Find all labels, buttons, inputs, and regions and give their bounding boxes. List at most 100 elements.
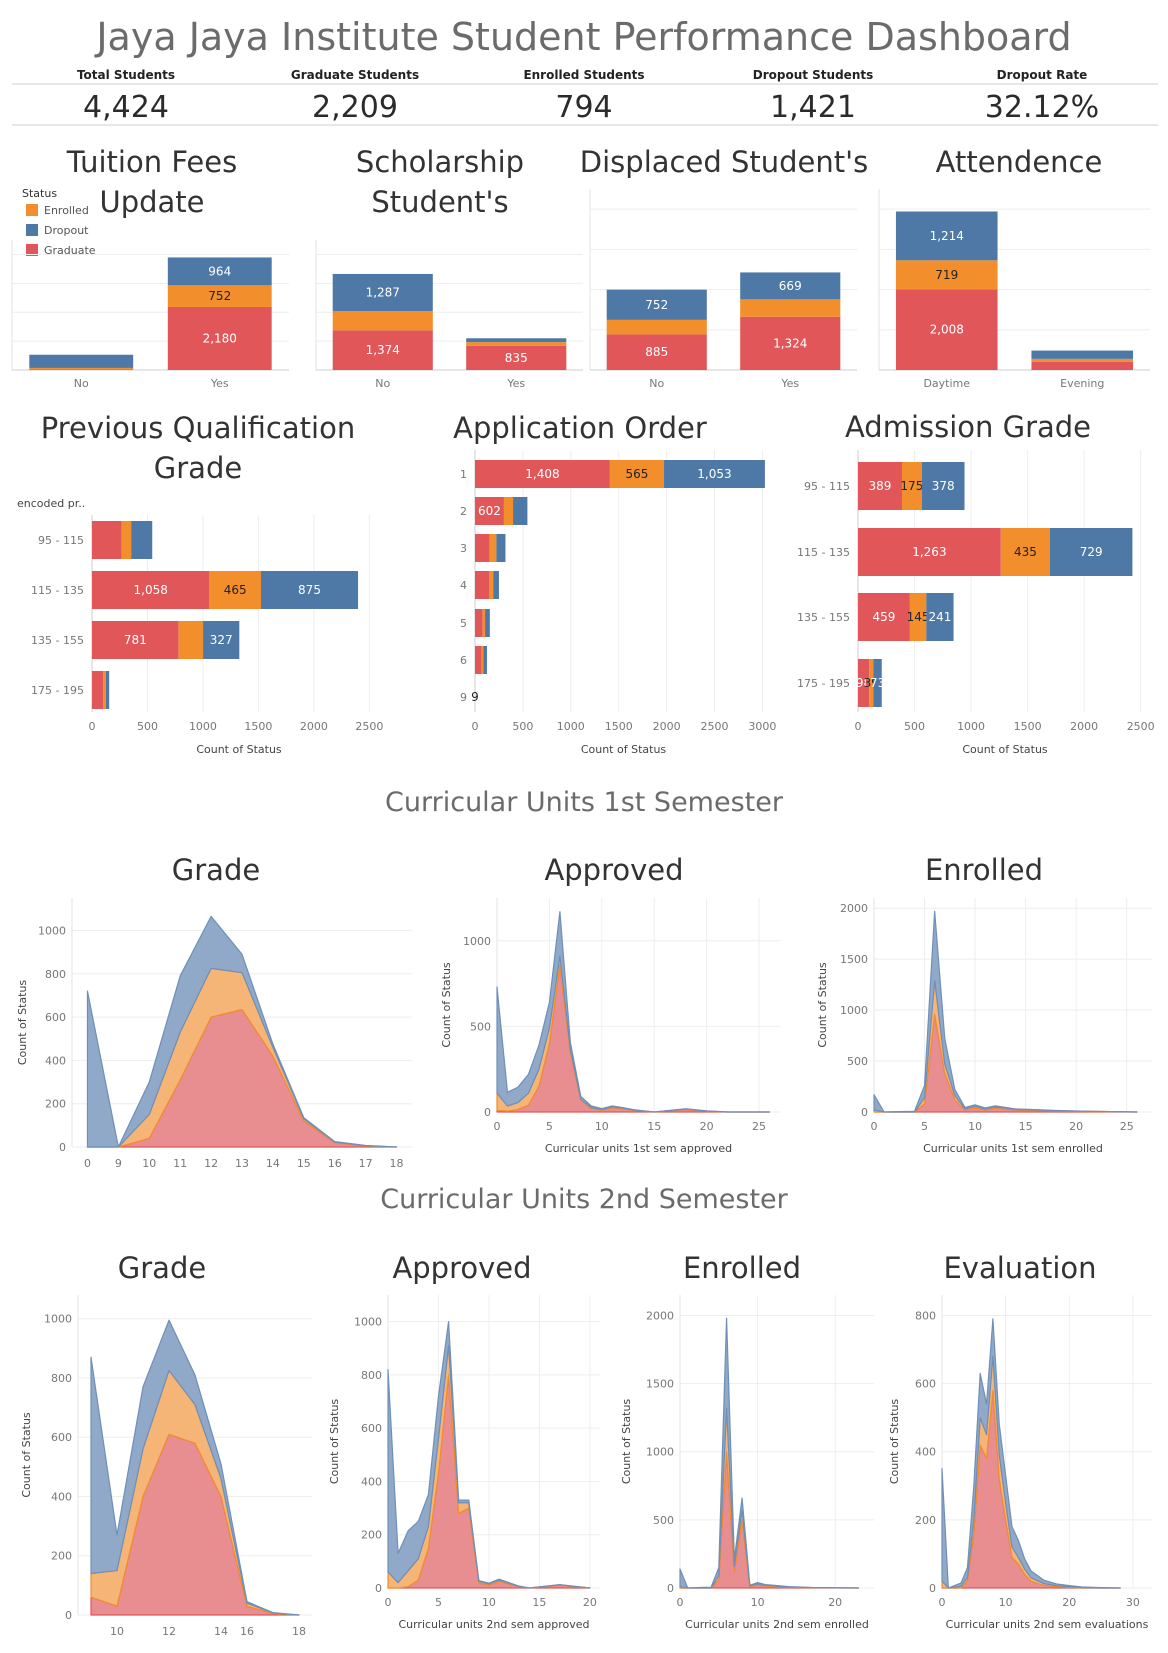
tick-label: 200 bbox=[915, 1514, 936, 1527]
tick-label: 15 bbox=[1019, 1120, 1033, 1133]
tick-label: 1000 bbox=[38, 924, 66, 937]
bar-label: 1,058 bbox=[134, 583, 168, 597]
bar-segment bbox=[493, 571, 499, 599]
area-dropout bbox=[86, 915, 398, 1148]
axis-title: Curricular units 2nd sem approved bbox=[398, 1618, 589, 1631]
bar-segment bbox=[858, 659, 870, 707]
area-enrolled bbox=[873, 979, 1138, 1113]
area-dropout bbox=[387, 1321, 591, 1589]
tick-label: 0 bbox=[861, 1106, 868, 1119]
tick-label: No bbox=[74, 377, 89, 390]
axis-title: Count of Status bbox=[816, 962, 829, 1048]
tick-label: 95 - 115 bbox=[38, 534, 84, 547]
bar-segment bbox=[483, 646, 487, 674]
bar-label: 781 bbox=[124, 633, 147, 647]
tick-label: 800 bbox=[361, 1369, 382, 1382]
tick-label: 20 bbox=[828, 1596, 842, 1609]
bar-segment bbox=[178, 621, 204, 659]
bar-segment bbox=[740, 299, 841, 317]
bar-label: 752 bbox=[208, 289, 231, 303]
bar-segment bbox=[209, 571, 261, 609]
tick-label: 0 bbox=[59, 1141, 66, 1154]
tick-label: 17 bbox=[359, 1157, 373, 1170]
tick-label: 1000 bbox=[957, 720, 985, 733]
bar-label: 9 bbox=[471, 690, 479, 704]
bar-segment bbox=[131, 521, 153, 559]
bar-label: 389 bbox=[869, 479, 892, 493]
bar-label: 565 bbox=[626, 467, 649, 481]
axis-title: Curricular units 1st sem approved bbox=[545, 1142, 732, 1155]
tick-label: 11 bbox=[173, 1157, 187, 1170]
tick-label: 0 bbox=[929, 1582, 936, 1595]
bar-segment bbox=[858, 528, 1001, 576]
tick-label: 400 bbox=[45, 1054, 66, 1067]
row-header: encoded pr.. bbox=[17, 497, 85, 510]
tick-label: 20 bbox=[1069, 1120, 1083, 1133]
tick-label: 2500 bbox=[1127, 720, 1155, 733]
tick-label: 1000 bbox=[463, 935, 491, 948]
bar-segment bbox=[496, 534, 506, 562]
tick-label: 135 - 155 bbox=[797, 611, 850, 624]
area-enrolled bbox=[679, 1407, 860, 1589]
chart-title: Previous Qualification bbox=[41, 411, 355, 445]
tick-label: 9 bbox=[460, 691, 467, 704]
bar-label: 602 bbox=[478, 504, 501, 518]
tick-label: 1500 bbox=[244, 720, 272, 733]
chart-title: Scholarship bbox=[356, 145, 524, 179]
kpi-label: Enrolled Students bbox=[523, 68, 644, 82]
bar-segment bbox=[167, 257, 272, 286]
bar-label: 964 bbox=[208, 264, 231, 278]
tick-label: 2500 bbox=[701, 720, 729, 733]
bar-segment bbox=[29, 369, 134, 370]
tick-label: 600 bbox=[915, 1378, 936, 1391]
tick-label: 14 bbox=[266, 1157, 280, 1170]
bar-segment bbox=[332, 273, 433, 312]
bar-segment bbox=[466, 345, 567, 370]
bar-segment bbox=[167, 307, 272, 370]
bar-label: 1,374 bbox=[366, 343, 400, 357]
tick-label: 1000 bbox=[840, 1004, 868, 1017]
tick-label: 1 bbox=[460, 468, 467, 481]
bar-segment bbox=[609, 460, 665, 488]
tick-label: 20 bbox=[583, 1596, 597, 1609]
area-graduate bbox=[873, 1013, 1138, 1113]
bar-segment bbox=[513, 497, 528, 525]
bar-label: 1,053 bbox=[697, 467, 731, 481]
tick-label: Yes bbox=[210, 377, 229, 390]
tick-label: 13 bbox=[235, 1157, 249, 1170]
bar-segment bbox=[475, 460, 610, 488]
tick-label: Yes bbox=[506, 377, 525, 390]
chart-title: Enrolled bbox=[925, 853, 1043, 887]
bar-segment bbox=[1031, 358, 1134, 362]
tick-label: Yes bbox=[780, 377, 799, 390]
tick-label: 95 - 115 bbox=[804, 480, 850, 493]
kpi-value: 1,421 bbox=[770, 90, 856, 125]
chart-title: Grade bbox=[172, 853, 260, 887]
axis-title: Count of Status bbox=[16, 980, 29, 1066]
tick-label: 10 bbox=[751, 1596, 765, 1609]
tick-label: Daytime bbox=[923, 377, 970, 390]
bar-segment bbox=[475, 534, 490, 562]
tick-label: 1000 bbox=[646, 1446, 674, 1459]
legend-item: Enrolled bbox=[44, 204, 89, 217]
tick-label: 18 bbox=[390, 1157, 404, 1170]
tick-label: 400 bbox=[361, 1475, 382, 1488]
bar-segment bbox=[926, 593, 954, 641]
chart-title: Approved bbox=[392, 1251, 531, 1285]
bar-label: 1,214 bbox=[930, 229, 964, 243]
bar-segment bbox=[489, 534, 497, 562]
bar-segment bbox=[503, 497, 514, 525]
bar-segment bbox=[858, 462, 902, 510]
bar-segment bbox=[92, 521, 122, 559]
bar-label: 885 bbox=[645, 345, 668, 359]
bar-segment bbox=[482, 609, 486, 637]
bar-segment bbox=[29, 367, 134, 370]
bar-segment bbox=[489, 571, 494, 599]
kpi-label: Graduate Students bbox=[291, 68, 419, 82]
tick-label: 1500 bbox=[1014, 720, 1042, 733]
bar-label: 835 bbox=[505, 351, 528, 365]
bar-segment bbox=[1031, 350, 1134, 359]
axis-title: Count of Status bbox=[962, 743, 1048, 756]
axis-title: Count of Status bbox=[440, 962, 453, 1048]
